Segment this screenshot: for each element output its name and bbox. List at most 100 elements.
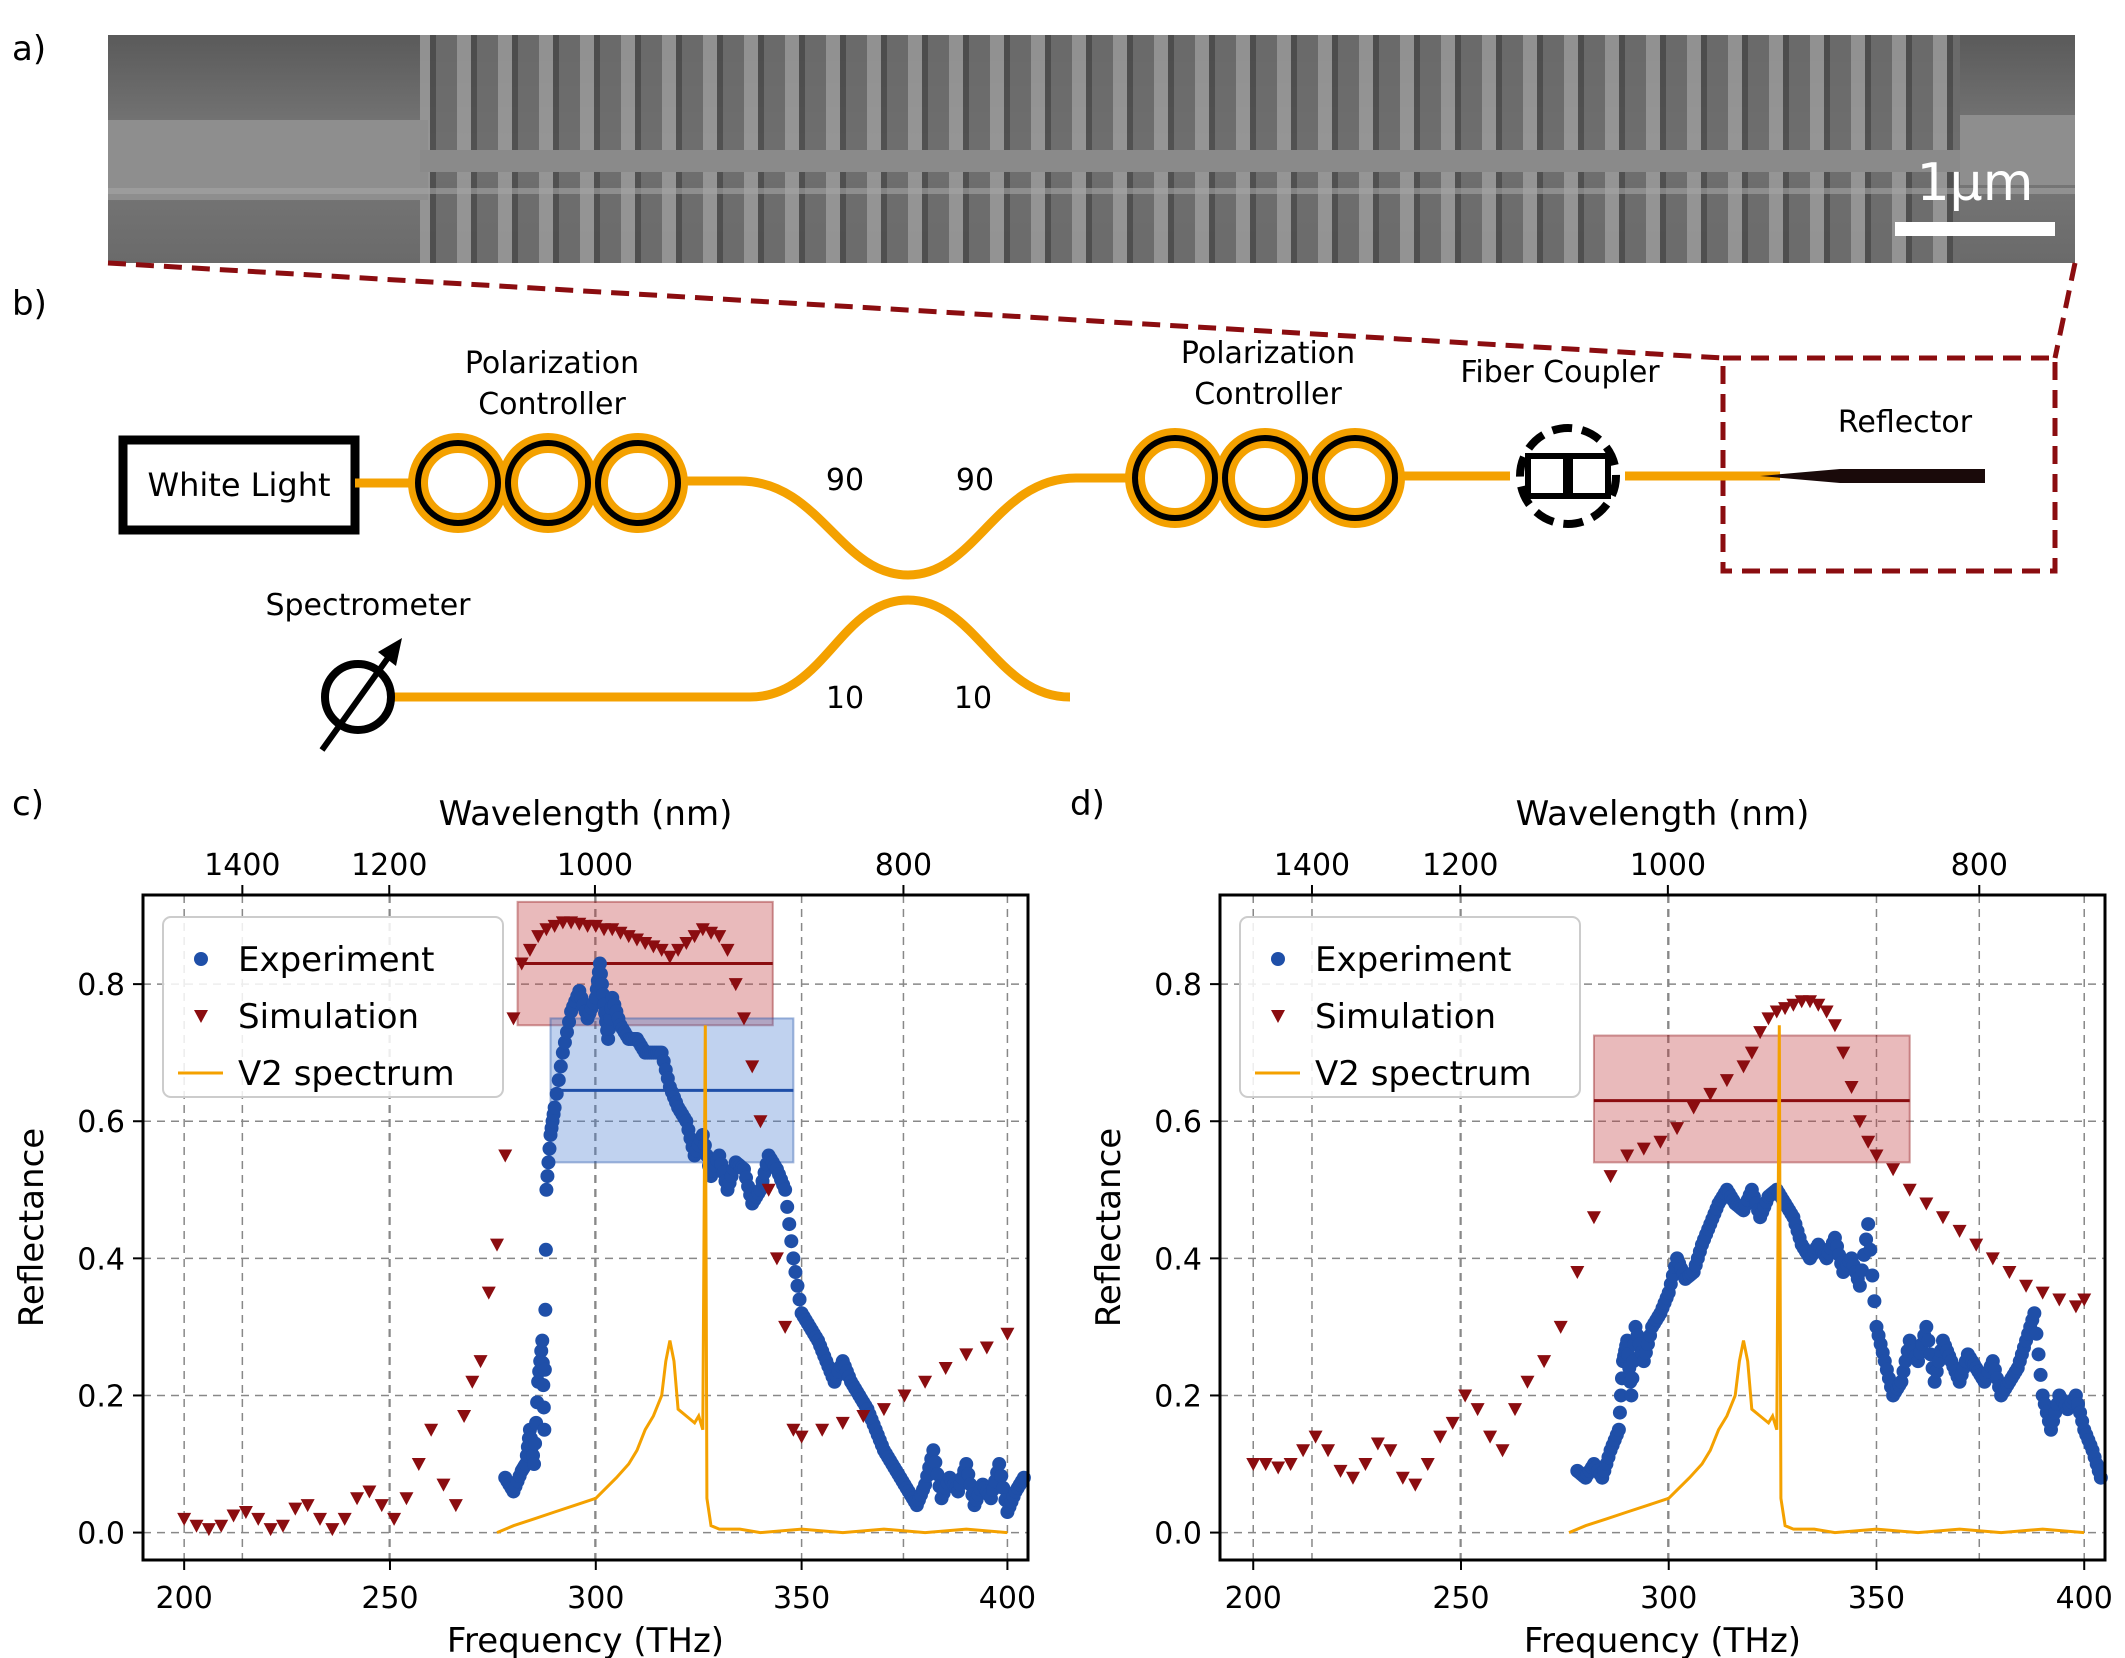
simulation-point [1719,1074,1734,1088]
simulation-point [1483,1430,1498,1444]
simulation-point [671,943,686,957]
y-tick-label: 0.4 [1154,1242,1202,1277]
simulation-point [387,1512,402,1526]
experiment-point-interp [792,1292,807,1307]
simulation-point [1902,1183,1917,1197]
simulation-point [300,1499,315,1513]
simulation-point [1761,1012,1776,1026]
simulation-point [1308,1430,1323,1444]
top-tick-label: 1200 [351,848,427,883]
simulation-point [350,1492,365,1506]
simulation-point [1408,1478,1423,1492]
spectrometer-label: Spectrometer [265,588,471,623]
experiment-point-interp [549,1086,564,1101]
pol-controller-1-line1: Polarization [465,346,639,381]
simulation-point [1537,1355,1552,1369]
simulation-point [424,1423,439,1437]
simulation-point [275,1519,290,1533]
simulation-point [1769,1005,1784,1019]
simulation-point [547,919,562,933]
panel-label-d: d) [1070,784,1105,824]
legend-simulation-marker [1271,1010,1285,1023]
experiment-point-interp [594,977,609,992]
simulation-point [325,1523,340,1537]
simulation-point [629,933,644,947]
simulation-point [1246,1458,1261,1472]
experiment-point-interp [1625,1371,1640,1386]
experiment-point-interp [538,1242,553,1257]
split-top-right: 90 [956,463,994,498]
sem-image: 1μm [108,35,2075,263]
simulation-point [815,1423,830,1437]
experiment-point-interp [553,1059,568,1074]
simulation-point [959,1348,974,1362]
simulation-point [288,1502,303,1516]
simulation-point [1819,1005,1834,1019]
simulation-point [1811,998,1826,1012]
experiment-point [601,1031,616,1046]
simulation-point [876,1403,891,1417]
legend-simulation-marker [194,1010,208,1023]
simulation-point [679,936,694,950]
simulation-point [1420,1458,1435,1472]
split-bottom-left: 10 [826,681,864,716]
experiment-point [527,1457,542,1472]
reflector: Reflector [1760,405,1985,483]
simulation-point [918,1375,933,1389]
y-axis-label: Reflectance [1089,1128,1129,1327]
chart-d: 200 250 300 350 400 0.0 0.2 0.4 0.6 0.8 1400 1200 10… [1089,794,2113,1658]
legend-box [1239,916,1581,1098]
simulation-point [481,1286,496,1300]
reflector-zoom-box [1720,355,2058,574]
simulation-point [313,1512,327,1526]
experiment-point [1624,1388,1639,1403]
simulation-point [1358,1458,1373,1472]
simulation-point [1786,998,1801,1012]
top-tick-label: 800 [875,848,932,883]
top-tick-label: 1000 [557,848,633,883]
simulation-point [712,930,727,944]
simulation-point [177,1512,192,1526]
simulation-point [761,1183,776,1197]
simulation-point [1620,1149,1635,1163]
x-tick-label: 250 [1432,1581,1489,1616]
experiment-point-interp [540,1169,555,1184]
simulation-point [1686,1101,1701,1115]
experiment-point-interp [1613,1388,1628,1403]
experiment-point-interp [1612,1405,1627,1420]
legend-label: V2 spectrum [1315,1054,1532,1094]
setup-schematic: White Light Polarization Controller [118,336,1985,752]
simulation-point [1508,1403,1522,1417]
top-tick-label: 1200 [1422,848,1498,883]
polarization-controller-2: Polarization Controller [1125,336,1405,528]
simulation-point [1283,1458,1298,1472]
experiment-point-interp [2031,1347,2046,1362]
y-tick-label: 0.8 [77,968,125,1003]
simulation-point [662,950,677,964]
fiber-coupler: Fiber Coupler [1460,355,1660,528]
x-tick-label: 300 [1640,1581,1697,1616]
simulation-point [201,1523,216,1537]
simulation-point [1570,1266,1585,1280]
plot-frame [1218,893,2107,1562]
simulation-point [1470,1403,1485,1417]
simulation-point [654,943,669,957]
experiment-point [1852,1278,1867,1293]
experiment-point-interp [782,1217,797,1232]
simulation-point [1520,1375,1535,1389]
experiment-point-interp [1921,1333,1936,1348]
experiment-point-interp [1854,1263,1869,1278]
experiment-point-interp [602,1021,617,1036]
experiment-point-interp [2033,1367,2048,1382]
y-tick-label: 0.0 [1154,1517,1202,1552]
simulation-point [1395,1471,1410,1485]
experiment-point [1919,1319,1934,1334]
experiment-point-interp [534,1343,549,1358]
simulation-point [786,1423,801,1437]
simulation-point [778,1320,793,1334]
simulation-point [588,919,603,933]
simulation-point [745,1060,760,1074]
simulation-point [736,1012,751,1026]
simulation-point [457,1410,472,1424]
experiment-point-interp [528,1436,543,1451]
